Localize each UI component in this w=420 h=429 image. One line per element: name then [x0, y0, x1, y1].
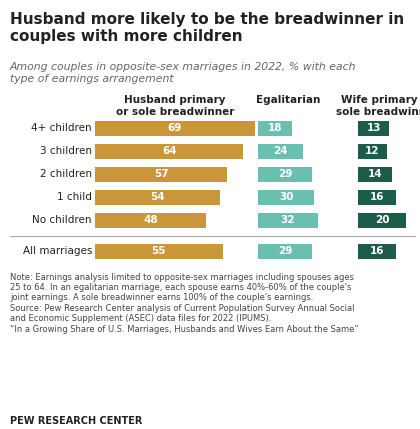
Bar [358, 190, 396, 205]
Text: 12: 12 [365, 146, 380, 156]
Text: 57: 57 [154, 169, 168, 179]
Bar [358, 143, 387, 158]
Bar [95, 121, 255, 136]
Bar [258, 166, 312, 181]
Text: Husband primary
or sole breadwinner: Husband primary or sole breadwinner [116, 95, 234, 117]
Text: Note: Earnings analysis limited to opposite-sex marriages including spouses ages: Note: Earnings analysis limited to oppos… [10, 272, 359, 333]
Text: 69: 69 [168, 123, 182, 133]
Text: 16: 16 [370, 246, 384, 256]
Text: Wife primary or
sole breadwinner: Wife primary or sole breadwinner [336, 95, 420, 117]
Bar [258, 121, 292, 136]
Text: 64: 64 [162, 146, 176, 156]
Bar [95, 166, 227, 181]
Bar [258, 244, 312, 259]
Text: 32: 32 [281, 215, 295, 225]
Text: 20: 20 [375, 215, 389, 225]
Bar [95, 143, 244, 158]
Bar [358, 166, 391, 181]
Text: PEW RESEARCH CENTER: PEW RESEARCH CENTER [10, 416, 142, 426]
Text: 29: 29 [278, 246, 292, 256]
Text: Egalitarian: Egalitarian [256, 95, 320, 105]
Text: 18: 18 [268, 123, 282, 133]
Text: 13: 13 [366, 123, 381, 133]
Text: 4+ children: 4+ children [32, 123, 92, 133]
Text: 48: 48 [143, 215, 158, 225]
Text: No children: No children [32, 215, 92, 225]
Bar [358, 244, 396, 259]
Text: 14: 14 [368, 169, 382, 179]
Bar [95, 244, 223, 259]
Text: Husband more likely to be the breadwinner in
couples with more children: Husband more likely to be the breadwinne… [10, 12, 404, 44]
Bar [95, 212, 206, 227]
Text: 30: 30 [279, 192, 294, 202]
Text: 16: 16 [370, 192, 384, 202]
Text: 54: 54 [150, 192, 165, 202]
Text: 3 children: 3 children [40, 146, 92, 156]
Text: All marriages: All marriages [23, 246, 92, 256]
Bar [95, 190, 220, 205]
Bar [358, 212, 406, 227]
Bar [358, 121, 389, 136]
Text: 1 child: 1 child [57, 192, 92, 202]
Text: 55: 55 [152, 246, 166, 256]
Text: Among couples in opposite-sex marriages in 2022, % with each
type of earnings ar: Among couples in opposite-sex marriages … [10, 62, 357, 84]
Text: 2 children: 2 children [40, 169, 92, 179]
Text: 24: 24 [273, 146, 288, 156]
Bar [258, 212, 318, 227]
Bar [258, 190, 314, 205]
Bar [258, 143, 303, 158]
Text: 29: 29 [278, 169, 292, 179]
